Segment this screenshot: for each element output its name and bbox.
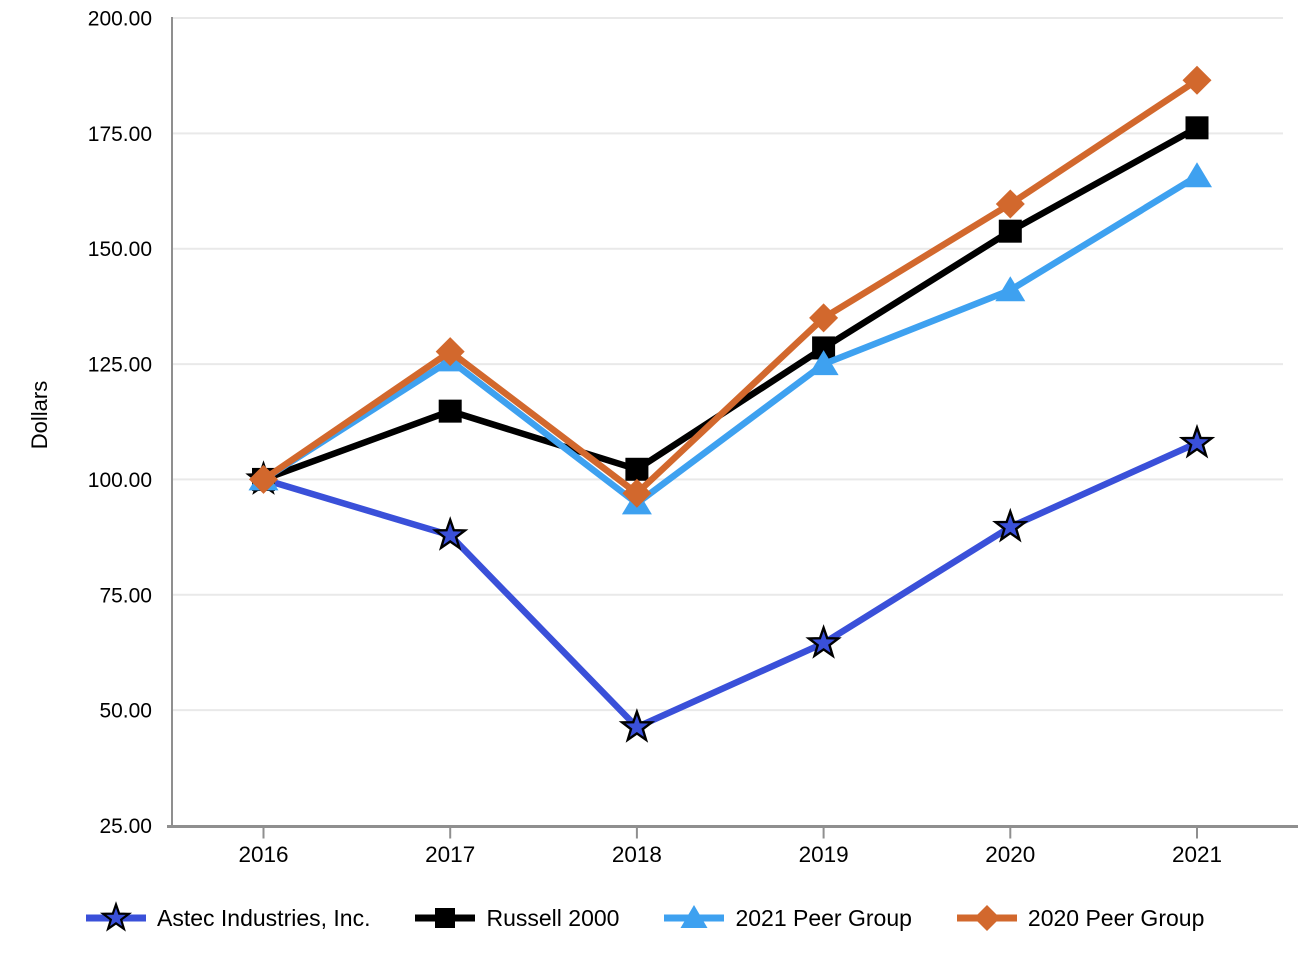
legend-label: 2020 Peer Group: [1027, 904, 1205, 931]
marker-square: [625, 457, 649, 481]
legend-marker-diamond-icon: [956, 905, 1017, 931]
marker-triangle: [995, 276, 1026, 302]
marker-diamond: [622, 478, 652, 508]
legend-item: 2021 Peer Group: [663, 898, 912, 938]
legend-item: Astec Industries, Inc.: [85, 898, 370, 938]
x-tick-label: 2016: [238, 842, 288, 867]
series-line-square: [262, 124, 1199, 483]
legend-label: Russell 2000: [486, 904, 620, 931]
marker-diamond: [809, 303, 839, 333]
y-axis-title: Dollars: [27, 380, 52, 450]
x-tick-label: 2017: [425, 842, 475, 867]
legend-marker-star-icon: [86, 901, 146, 932]
marker-diamond: [995, 189, 1025, 219]
y-tick-label: 100.00: [88, 469, 152, 492]
marker-diamond: [1182, 65, 1212, 95]
marker-diamond: [249, 464, 278, 494]
legend-label: Astec Industries, Inc.: [157, 904, 371, 931]
legend-item: 2020 Peer Group: [956, 898, 1204, 938]
x-tick-label: 2021: [1172, 842, 1222, 867]
x-tick-label: 2019: [799, 842, 849, 867]
marker-square: [1185, 116, 1209, 140]
x-tick-label: 2018: [612, 842, 662, 867]
y-tick-label: 25.00: [99, 815, 152, 838]
series-line-star: [262, 440, 1199, 732]
marker-square: [998, 219, 1022, 243]
marker-star: [805, 624, 842, 659]
series-line-triangle: [261, 173, 1199, 508]
series-line-diamond: [261, 77, 1199, 498]
chart-legend: Astec Industries, Inc. Russell 2000 2021 P…: [0, 894, 1300, 942]
marker-square: [438, 399, 462, 423]
legend-label: 2021 Peer Group: [735, 904, 912, 931]
x-tick-label: 2020: [985, 842, 1035, 867]
marker-star: [431, 516, 469, 551]
legend-marker-square-icon: [415, 908, 476, 928]
performance-line-chart: 25.00 50.00 75.00 100.00 125.00 150.00 175.00 2…: [88, 8, 1298, 867]
marker-square: [812, 336, 836, 360]
y-tick-label: 175.00: [88, 123, 152, 146]
marker-star: [618, 708, 656, 743]
y-tick-label: 50.00: [99, 700, 152, 723]
legend-marker-triangle-icon: [664, 905, 725, 928]
y-tick-label: 150.00: [88, 238, 152, 261]
marker-star: [992, 507, 1029, 543]
marker-diamond: [435, 337, 465, 367]
y-tick-label: 200.00: [88, 8, 152, 31]
legend-item: Russell 2000: [414, 898, 619, 938]
marker-triangle: [808, 350, 839, 376]
marker-star: [1178, 423, 1216, 459]
marker-triangle: [1182, 162, 1212, 188]
y-tick-label: 125.00: [88, 354, 152, 377]
y-tick-label: 75.00: [99, 584, 152, 607]
